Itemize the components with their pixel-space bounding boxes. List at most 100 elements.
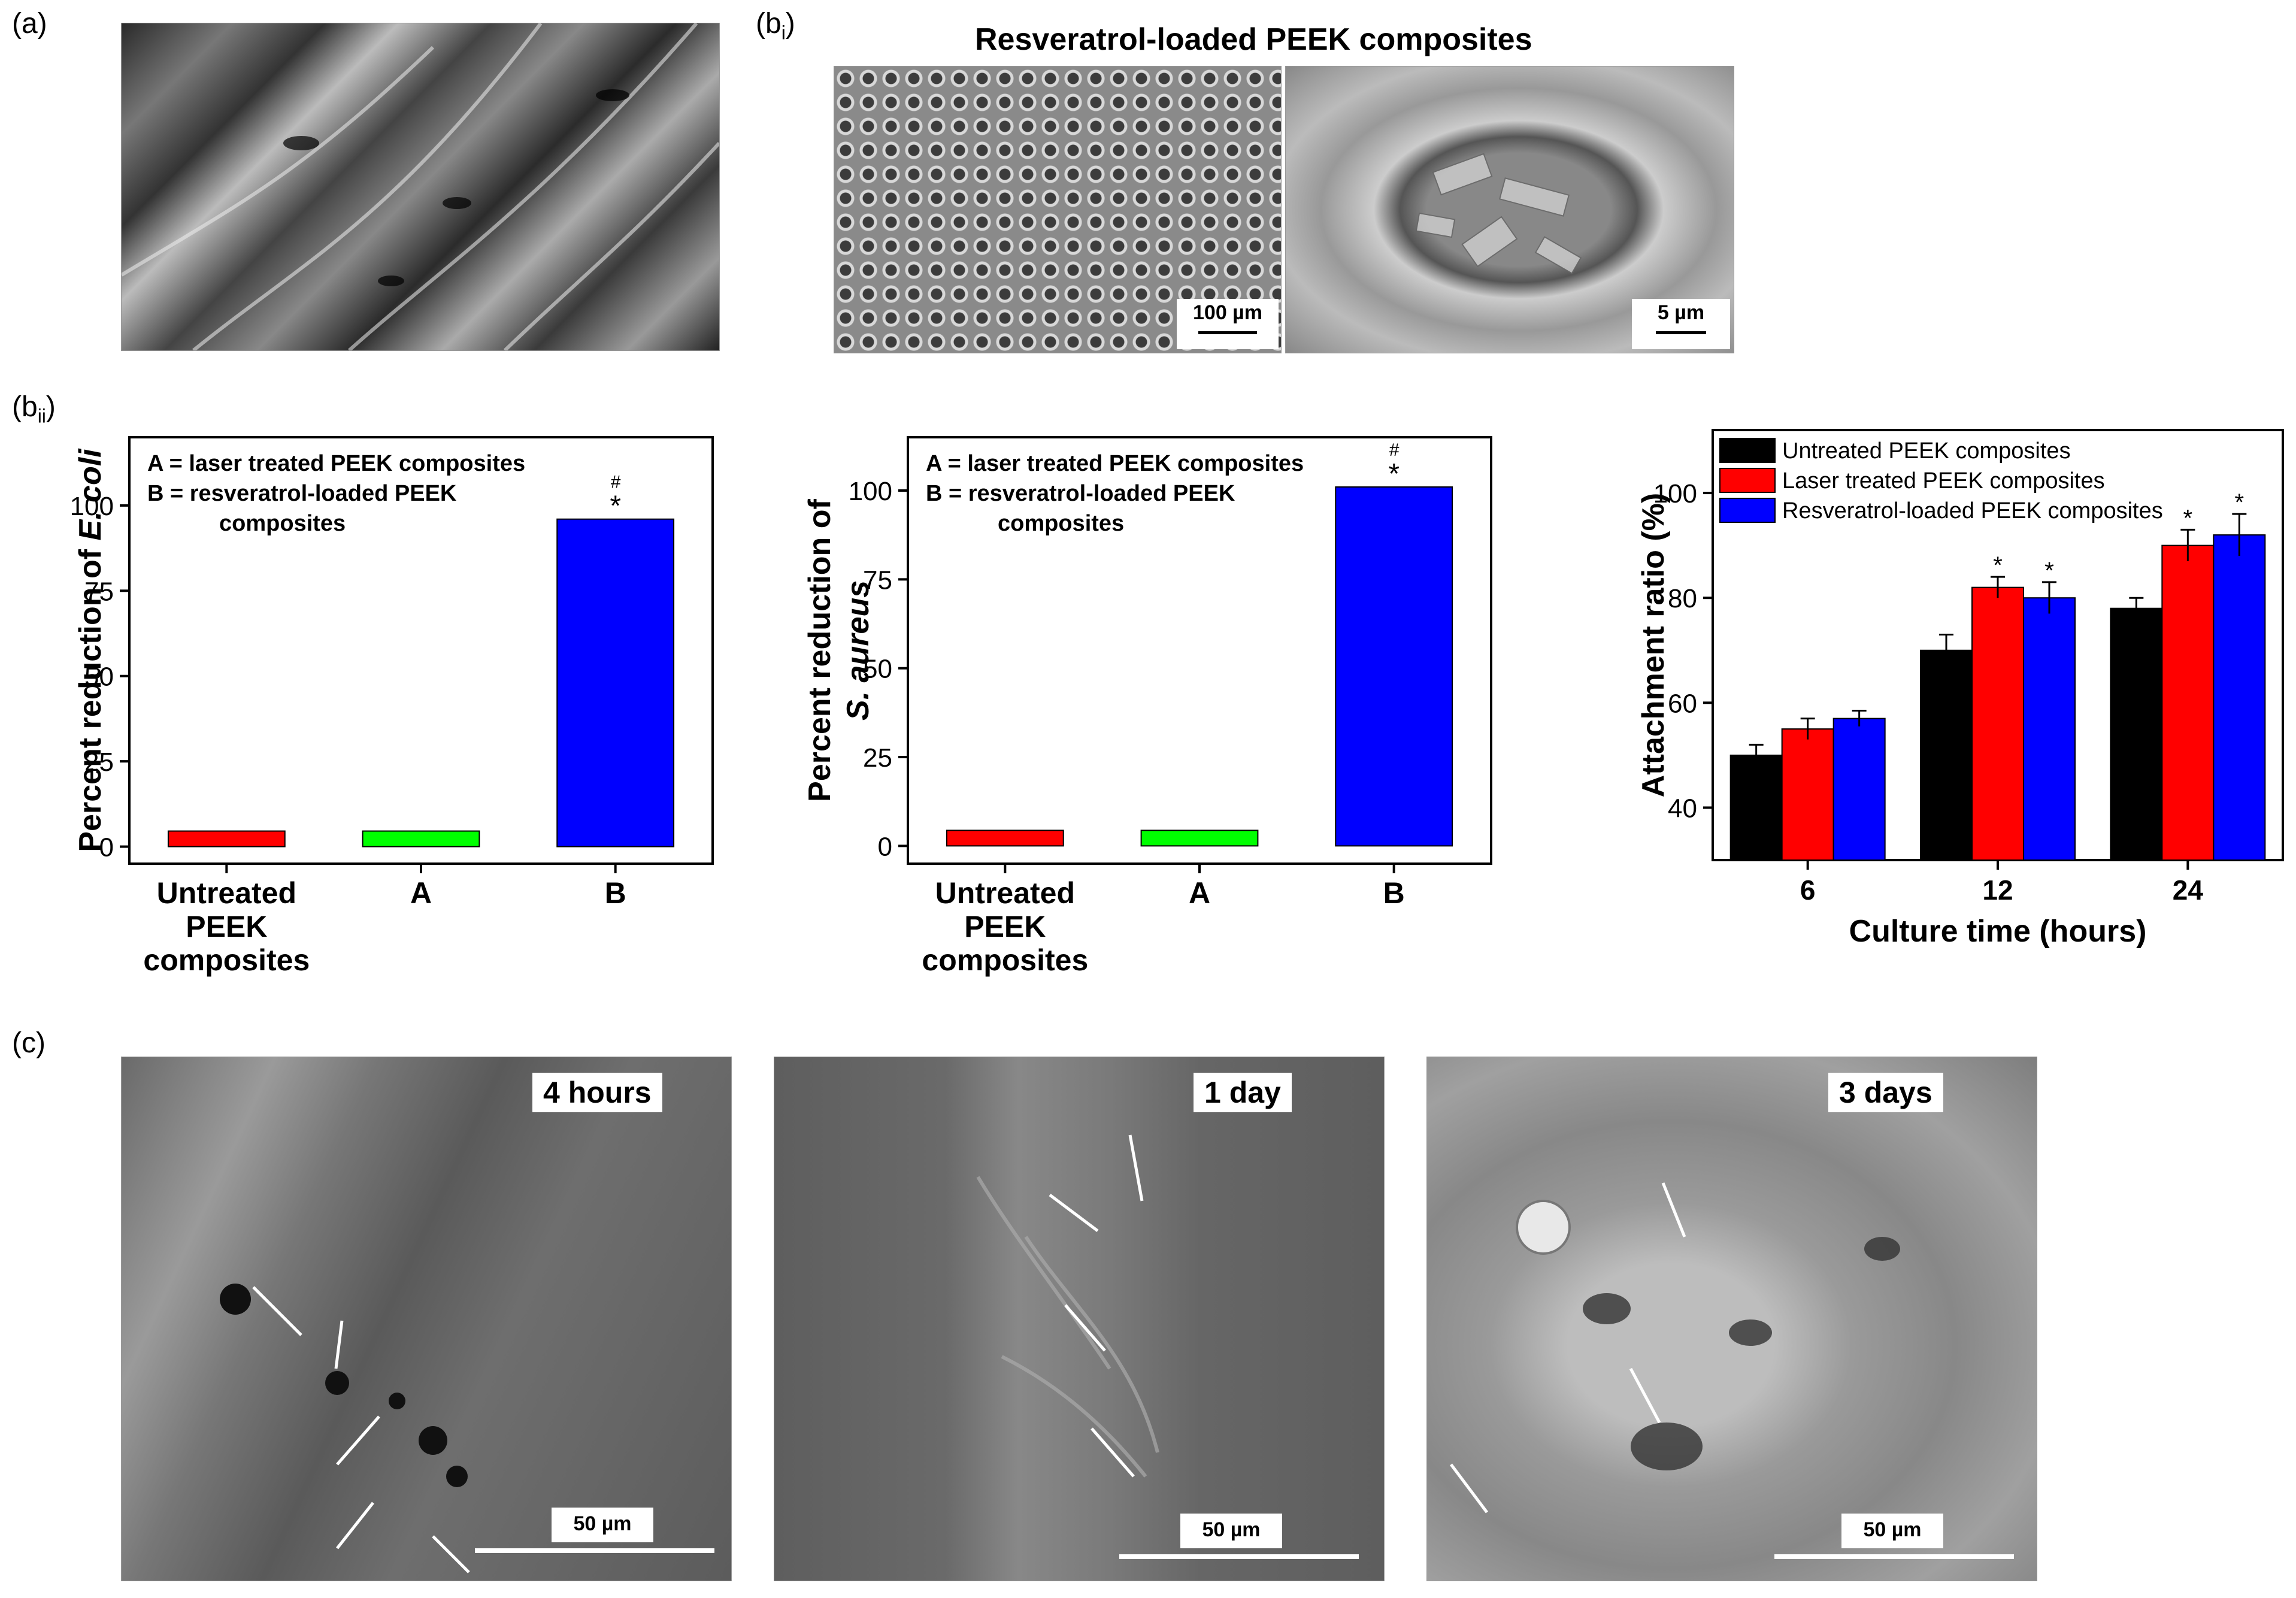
legend-label-3-0: Untreated PEEK composites	[1782, 438, 2071, 464]
panel-bi-title: Resveratrol-loaded PEEK composites	[975, 22, 1532, 57]
bar-2-0	[946, 830, 1064, 847]
scale-box-c-3d: 50 µm	[1841, 1514, 1943, 1548]
y-tick-label-2-0: 0	[878, 832, 892, 861]
legend-label-3-1: Laser treated PEEK composites	[1782, 468, 2105, 494]
sig-star-3-1-1: *	[1993, 552, 2003, 579]
y-axis-label-1-prefix: Percent reduction of	[73, 541, 108, 852]
sem-image-c-3d: 3 days 50 µm	[1426, 1057, 2037, 1581]
y-tick-label-3-2: 80	[1668, 584, 1697, 613]
y-tick-label-3-1: 60	[1668, 689, 1697, 718]
y-tick-label-2-1: 25	[863, 743, 892, 773]
y-axis-label-3: Attachment ratio (%)	[1636, 493, 1671, 797]
sem-texture-bi-right	[1415, 153, 1582, 274]
legend-line-1-0: A = laser treated PEEK composites	[147, 451, 525, 476]
legend-line-2-2: composites	[998, 511, 1124, 536]
y-tick-label-2-4: 100	[849, 477, 892, 506]
time-label-c-1d: 1 day	[1194, 1073, 1292, 1112]
scale-text-bi-left: 100 µm	[1193, 301, 1262, 324]
sem-image-c-4h: 4 hours 50 µm	[121, 1057, 732, 1581]
bar-3-1-0	[1781, 728, 1834, 861]
x-tick-label-2-0-0: Untreated	[935, 876, 1075, 910]
annotation-hash-2: #	[1389, 440, 1399, 460]
panel-label-bii-sub: ii	[37, 405, 46, 427]
x-tick-label-3-0: 6	[1800, 874, 1816, 906]
time-label-c-3d: 3 days	[1828, 1073, 1943, 1112]
sig-star-3-2-2: *	[2235, 489, 2244, 516]
x-tick-label-1-1-0: A	[410, 876, 432, 910]
bar-1-1	[362, 830, 480, 848]
scale-text-c-3d: 50 µm	[1863, 1518, 1922, 1541]
y-tick-label-2-2: 50	[863, 655, 892, 684]
scale-text-bi-right: 5 µm	[1657, 301, 1705, 324]
annotation-hash-1: #	[610, 473, 620, 492]
panel-label-bii-close: )	[46, 391, 56, 423]
bar-3-1-2	[2161, 544, 2215, 861]
x-tick-label-2-0-2: composites	[922, 943, 1088, 977]
y-tick-label-3-0: 40	[1668, 794, 1697, 823]
y-axis-label-1: Percent reduction of E. coli	[73, 448, 108, 852]
scale-text-c-4h: 50 µm	[573, 1512, 632, 1535]
y-tick-label-1-4: 100	[70, 492, 114, 521]
bar-3-0-0	[1729, 754, 1783, 861]
legend-swatch-3-2	[1719, 498, 1776, 523]
legend-swatch-3-1	[1719, 468, 1776, 493]
bar-1-0	[167, 830, 286, 848]
bar-1-2	[556, 518, 675, 848]
scale-bar-c-4h	[475, 1548, 714, 1553]
y-tick-label-1-2: 50	[84, 662, 114, 692]
x-tick-label-1-2-0: B	[605, 876, 626, 910]
panel-label-a: (a)	[12, 8, 47, 40]
scale-text-c-1d: 50 µm	[1202, 1518, 1261, 1541]
scale-bar-c-3d	[1774, 1554, 2014, 1559]
x-tick-label-2-1-0: A	[1189, 876, 1210, 910]
y-tick-label-3-3: 100	[1653, 479, 1697, 509]
x-tick-label-3-2: 24	[2173, 874, 2204, 906]
x-tick-label-3-1: 12	[1982, 874, 2013, 906]
panel-label-bi-close: )	[785, 8, 795, 40]
panel-label-bi-main: (b	[756, 8, 782, 40]
scale-box-bi-right: 5 µm	[1632, 299, 1730, 349]
legend-line-1-1: B = resveratrol-loaded PEEK	[147, 481, 457, 506]
legend-swatch-3-0	[1719, 438, 1776, 463]
panel-label-bi-sub: i	[781, 22, 786, 44]
y-tick-label-2-3: 75	[863, 565, 892, 595]
sem-texture-c-4h	[220, 1284, 470, 1573]
legend-line-1-2: composites	[219, 511, 346, 536]
scale-box-bi-left: 100 µm	[1177, 299, 1279, 349]
sem-image-bi-left: 100 µm	[834, 66, 1282, 353]
bar-3-0-2	[2110, 607, 2163, 861]
y-tick-label-1-3: 75	[84, 577, 114, 606]
legend-line-2-0: A = laser treated PEEK composites	[926, 451, 1304, 476]
time-label-c-4h: 4 hours	[532, 1073, 662, 1112]
sig-star-3-2-1: *	[2044, 558, 2054, 584]
chart-attachment-ratio: 40 60 80 100 6 12 * * 24 * * Culture time (hours) At…	[1636, 429, 2284, 949]
annotation-star-1: *	[610, 491, 621, 522]
bar-2-1	[1140, 830, 1259, 847]
scale-bar-bi-left	[1198, 331, 1257, 334]
y-axis-label-2-line2: S. aureus	[841, 580, 876, 721]
x-tick-label-1-0-1: PEEK	[186, 910, 267, 943]
bar-3-1-1	[1971, 586, 2024, 861]
scale-box-c-4h: 50 µm	[552, 1508, 653, 1542]
x-tick-label-1-0-0: Untreated	[157, 876, 296, 910]
panel-label-bi: (bi)	[756, 7, 795, 44]
sem-texture-c-3d	[1450, 1182, 1900, 1514]
panel-label-c: (c)	[12, 1027, 46, 1059]
y-tick-label-1-0: 0	[99, 833, 114, 862]
x-tick-label-2-0-1: PEEK	[964, 910, 1046, 943]
y-tick-label-1-1: 25	[84, 747, 114, 777]
bar-3-0-1	[1920, 649, 1973, 861]
y-axis-label-1-organism: E. coli	[73, 448, 108, 541]
y-axis-label-2-line1: Percent reduction of	[802, 499, 837, 802]
scale-box-c-1d: 50 µm	[1180, 1514, 1282, 1548]
sem-texture-c-1d	[976, 1134, 1159, 1478]
x-tick-label-1-0-2: composites	[143, 943, 310, 977]
scale-bar-bi-right	[1656, 331, 1706, 334]
sig-star-3-1-2: *	[2183, 505, 2193, 531]
bar-3-2-0	[1832, 718, 1886, 861]
annotation-star-2: *	[1388, 458, 1400, 490]
panel-label-bii-main: (b	[12, 391, 38, 423]
bar-3-2-1	[2023, 597, 2076, 861]
